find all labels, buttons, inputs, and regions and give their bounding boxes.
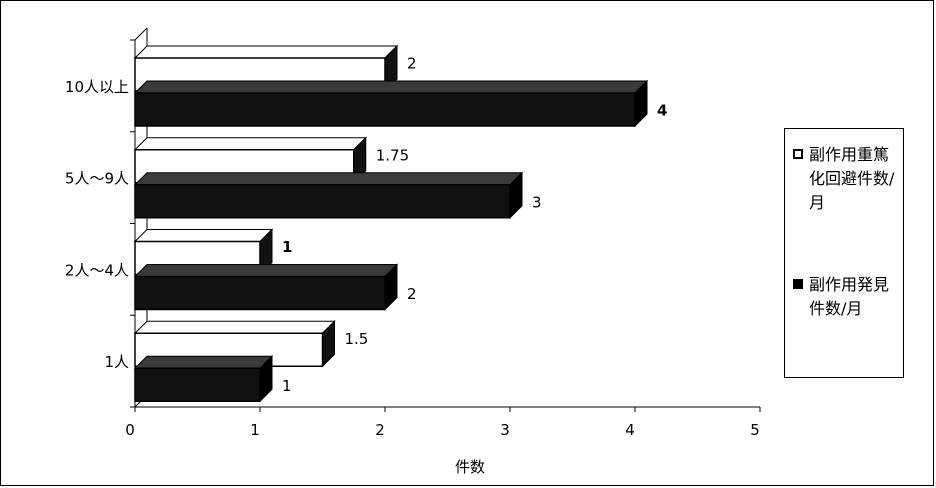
legend: 副作用重篤化回避件数/月 副作用発見件数/月 (784, 128, 904, 378)
legend-label-series-2: 副作用発見件数/月 (809, 275, 890, 318)
x-axis-title: 件数 (455, 458, 485, 476)
category-label: 5人～9人 (65, 170, 129, 188)
legend-swatch-white (793, 149, 803, 159)
data-label: 1.75 (376, 146, 409, 164)
x-tick-label: 2 (375, 421, 385, 439)
x-tick-label: 5 (750, 421, 760, 439)
data-label: 3 (532, 193, 542, 211)
bar-top (133, 45, 399, 59)
category-label: 1人 (104, 353, 129, 371)
legend-swatch-black (793, 279, 803, 289)
bar-top (133, 320, 336, 334)
legend-item-series-2: 副作用発見件数/月 (793, 273, 895, 321)
legend-item-series-1: 副作用重篤化回避件数/月 (793, 143, 895, 215)
bar-top (133, 137, 367, 151)
data-label: 1 (282, 377, 292, 395)
x-tick-label: 0 (125, 421, 135, 439)
bar-top (133, 264, 399, 277)
bar-top (133, 172, 524, 186)
bar-series-2 (134, 92, 636, 127)
data-label: 1.5 (345, 330, 369, 348)
bar-top (133, 229, 274, 242)
bar-top (133, 80, 649, 94)
x-tick-label: 3 (500, 421, 510, 439)
bar-series-2 (134, 367, 261, 402)
category-label: 2人～4人 (65, 261, 129, 279)
bar-series-2 (134, 275, 386, 311)
bar-top (133, 355, 274, 369)
x-tick-label: 4 (625, 421, 635, 439)
x-tick-label: 1 (250, 421, 260, 439)
data-label: 4 (657, 102, 667, 120)
category-label: 10人以上 (65, 78, 129, 96)
data-label: 2 (407, 285, 417, 303)
legend-label-series-1: 副作用重篤化回避件数/月 (809, 145, 895, 212)
bar-series-2 (134, 184, 511, 219)
data-label: 1 (282, 238, 292, 256)
data-label: 2 (407, 55, 417, 73)
